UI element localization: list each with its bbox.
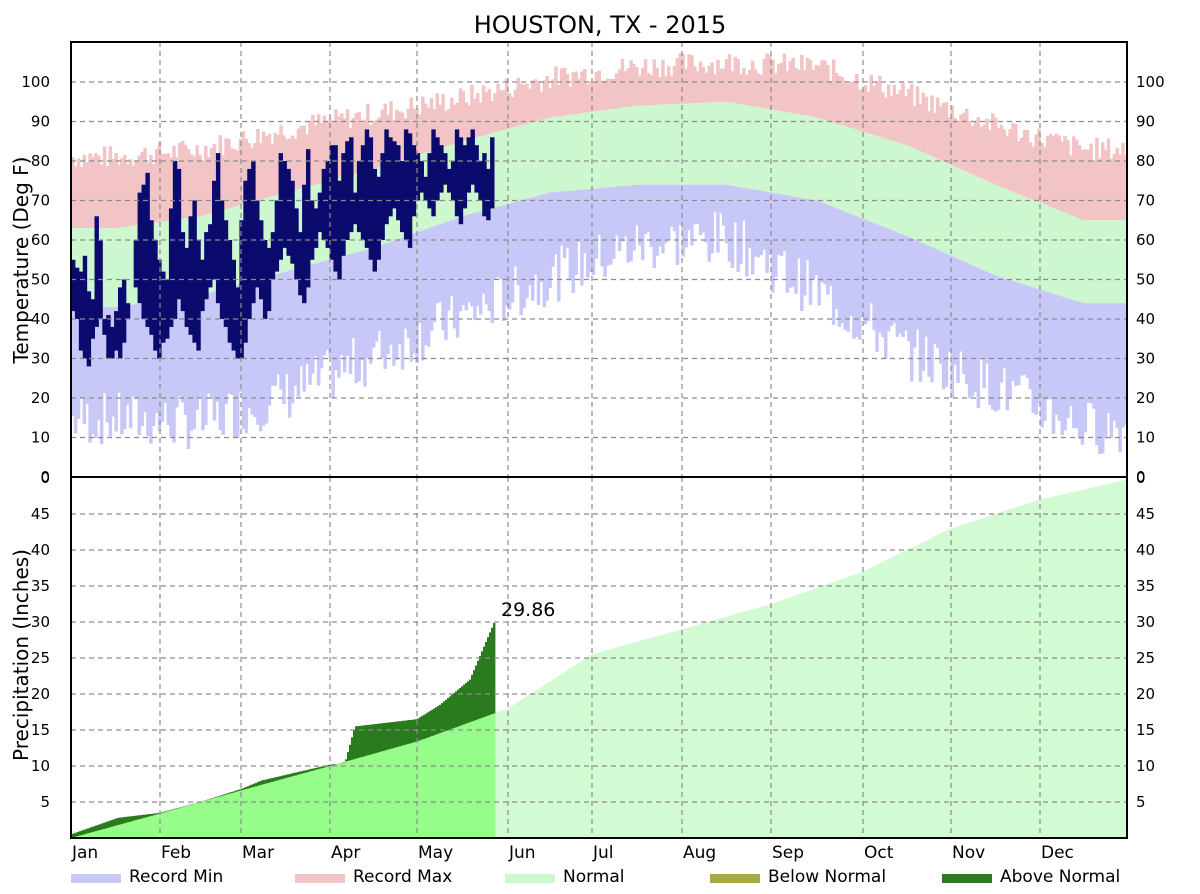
y-tick-label: 50 bbox=[1136, 271, 1155, 289]
y-tick-label: 20 bbox=[31, 685, 50, 703]
legend-swatch bbox=[710, 874, 760, 883]
precipitation-areas bbox=[71, 479, 1127, 838]
y-tick-label: 5 bbox=[1136, 793, 1146, 811]
month-label: Jun bbox=[508, 843, 536, 863]
y-tick-label: 10 bbox=[31, 429, 50, 447]
precipitation-axis-label: Precipitation (Inches) bbox=[9, 549, 33, 761]
legend-label: Below Normal bbox=[768, 867, 886, 887]
x-axis-month-labels: Jan Feb Mar Apr May Jun Jul Aug Sep Oct Nov Dec bbox=[71, 843, 1074, 863]
legend-swatch bbox=[505, 874, 555, 883]
y-tick-label: 50 bbox=[31, 271, 50, 289]
y-tick-label: 40 bbox=[1136, 541, 1155, 559]
y-tick-label: 90 bbox=[1136, 113, 1155, 131]
legend: Record Min Record Max Normal Below Normal Ab… bbox=[71, 867, 1120, 887]
y-tick-label: 35 bbox=[31, 577, 50, 595]
y-tick-label: 30 bbox=[1136, 613, 1155, 631]
y-tick-label: 30 bbox=[31, 613, 50, 631]
precipitation-y-ticks-right: 45 40 35 30 25 20 15 10 5 bbox=[1136, 505, 1155, 811]
y-tick-label: 0 bbox=[1136, 468, 1146, 486]
legend-swatch bbox=[71, 874, 121, 883]
y-tick-label: 5 bbox=[40, 793, 50, 811]
y-tick-label: 10 bbox=[1136, 757, 1155, 775]
y-tick-label: 40 bbox=[31, 310, 50, 328]
y-tick-label: 40 bbox=[31, 541, 50, 559]
y-tick-label: 100 bbox=[21, 73, 50, 91]
legend-label: Normal bbox=[563, 867, 625, 887]
y-tick-label: 30 bbox=[31, 350, 50, 368]
month-label: Feb bbox=[161, 843, 191, 863]
y-tick-label: 40 bbox=[1136, 310, 1155, 328]
precip-zero-left: 0 bbox=[40, 469, 50, 487]
precip-zero-right: 0 bbox=[1136, 469, 1146, 487]
month-label: Dec bbox=[1041, 843, 1074, 863]
legend-label: Record Max bbox=[353, 867, 452, 887]
month-label: Oct bbox=[864, 843, 894, 863]
y-tick-label: 15 bbox=[31, 721, 50, 739]
month-label: Aug bbox=[683, 843, 716, 863]
legend-label: Record Min bbox=[129, 867, 223, 887]
precipitation-total-annotation: 29.86 bbox=[501, 599, 555, 621]
y-tick-label: 80 bbox=[31, 152, 50, 170]
month-label: Jul bbox=[592, 843, 614, 863]
temperature-actual-series bbox=[71, 129, 495, 367]
y-tick-label: 60 bbox=[1136, 231, 1155, 249]
legend-swatch bbox=[295, 874, 345, 883]
month-label: Mar bbox=[242, 843, 274, 863]
precipitation-y-ticks-left: 45 40 35 30 25 20 15 10 5 bbox=[31, 505, 50, 811]
precipitation-plot-frame bbox=[70, 476, 1128, 839]
legend-label: Above Normal bbox=[1000, 867, 1120, 887]
y-tick-label: 80 bbox=[1136, 152, 1155, 170]
y-tick-label: 70 bbox=[31, 192, 50, 210]
month-label: May bbox=[418, 843, 453, 863]
temperature-axis-label: Temperature (Deg F) bbox=[9, 157, 33, 365]
y-tick-label: 0 bbox=[40, 468, 50, 486]
month-label: Jan bbox=[71, 843, 98, 863]
precip-normal-future-area bbox=[494, 479, 1127, 838]
y-tick-label: 45 bbox=[1136, 505, 1155, 523]
y-tick-label: 35 bbox=[1136, 577, 1155, 595]
y-tick-label: 20 bbox=[31, 389, 50, 407]
chart-title: HOUSTON, TX - 2015 bbox=[474, 11, 727, 39]
precipitation-grid bbox=[71, 477, 1127, 838]
y-tick-label: 45 bbox=[31, 505, 50, 523]
temperature-grid bbox=[71, 42, 1127, 477]
y-tick-label: 30 bbox=[1136, 350, 1155, 368]
y-tick-label: 10 bbox=[1136, 429, 1155, 447]
y-tick-label: 20 bbox=[1136, 685, 1155, 703]
month-label: Sep bbox=[772, 843, 804, 863]
y-tick-label: 10 bbox=[31, 757, 50, 775]
month-label: Nov bbox=[952, 843, 985, 863]
y-tick-label: 60 bbox=[31, 231, 50, 249]
legend-swatch bbox=[942, 874, 992, 883]
y-tick-label: 25 bbox=[31, 649, 50, 667]
y-tick-label: 25 bbox=[1136, 649, 1155, 667]
y-tick-label: 15 bbox=[1136, 721, 1155, 739]
y-tick-label: 20 bbox=[1136, 389, 1155, 407]
y-tick-label: 90 bbox=[31, 113, 50, 131]
month-label: Apr bbox=[331, 843, 360, 863]
y-tick-label: 100 bbox=[1136, 73, 1165, 91]
y-tick-label: 70 bbox=[1136, 192, 1155, 210]
